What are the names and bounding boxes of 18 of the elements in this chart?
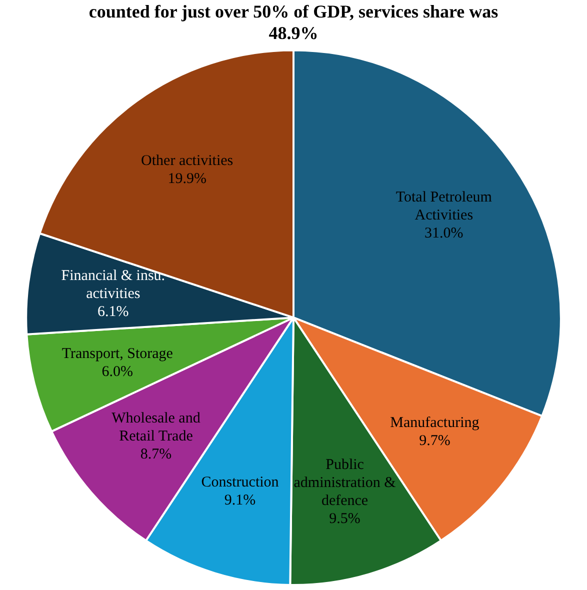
data-label: 9.5% xyxy=(329,510,360,527)
slice-label: Other activities xyxy=(141,153,234,170)
slice-label: Financial & insu. activities xyxy=(61,268,166,302)
slice-label: Wholesale and Retail Trade xyxy=(112,410,201,444)
text: 48.9% xyxy=(268,23,318,44)
data-label: 31.0% xyxy=(424,225,464,242)
data-label: 9.7% xyxy=(419,433,450,450)
slice-label: Manufacturing xyxy=(390,415,480,432)
slice-label: Public administration & defence xyxy=(294,456,396,509)
slice-label: Construction xyxy=(201,474,280,490)
data-label: 8.7% xyxy=(140,446,172,462)
text: counted for just over 50% of GDP, services share was xyxy=(88,1,498,22)
data-label: 6.0% xyxy=(102,364,134,380)
slice-label: Total Petroleum Activities xyxy=(396,189,492,224)
data-label: 19.9% xyxy=(168,171,206,188)
slice-label: Transport, Storage xyxy=(62,346,174,362)
data-label: 6.1% xyxy=(98,304,129,320)
data-label: 9.1% xyxy=(224,492,256,508)
